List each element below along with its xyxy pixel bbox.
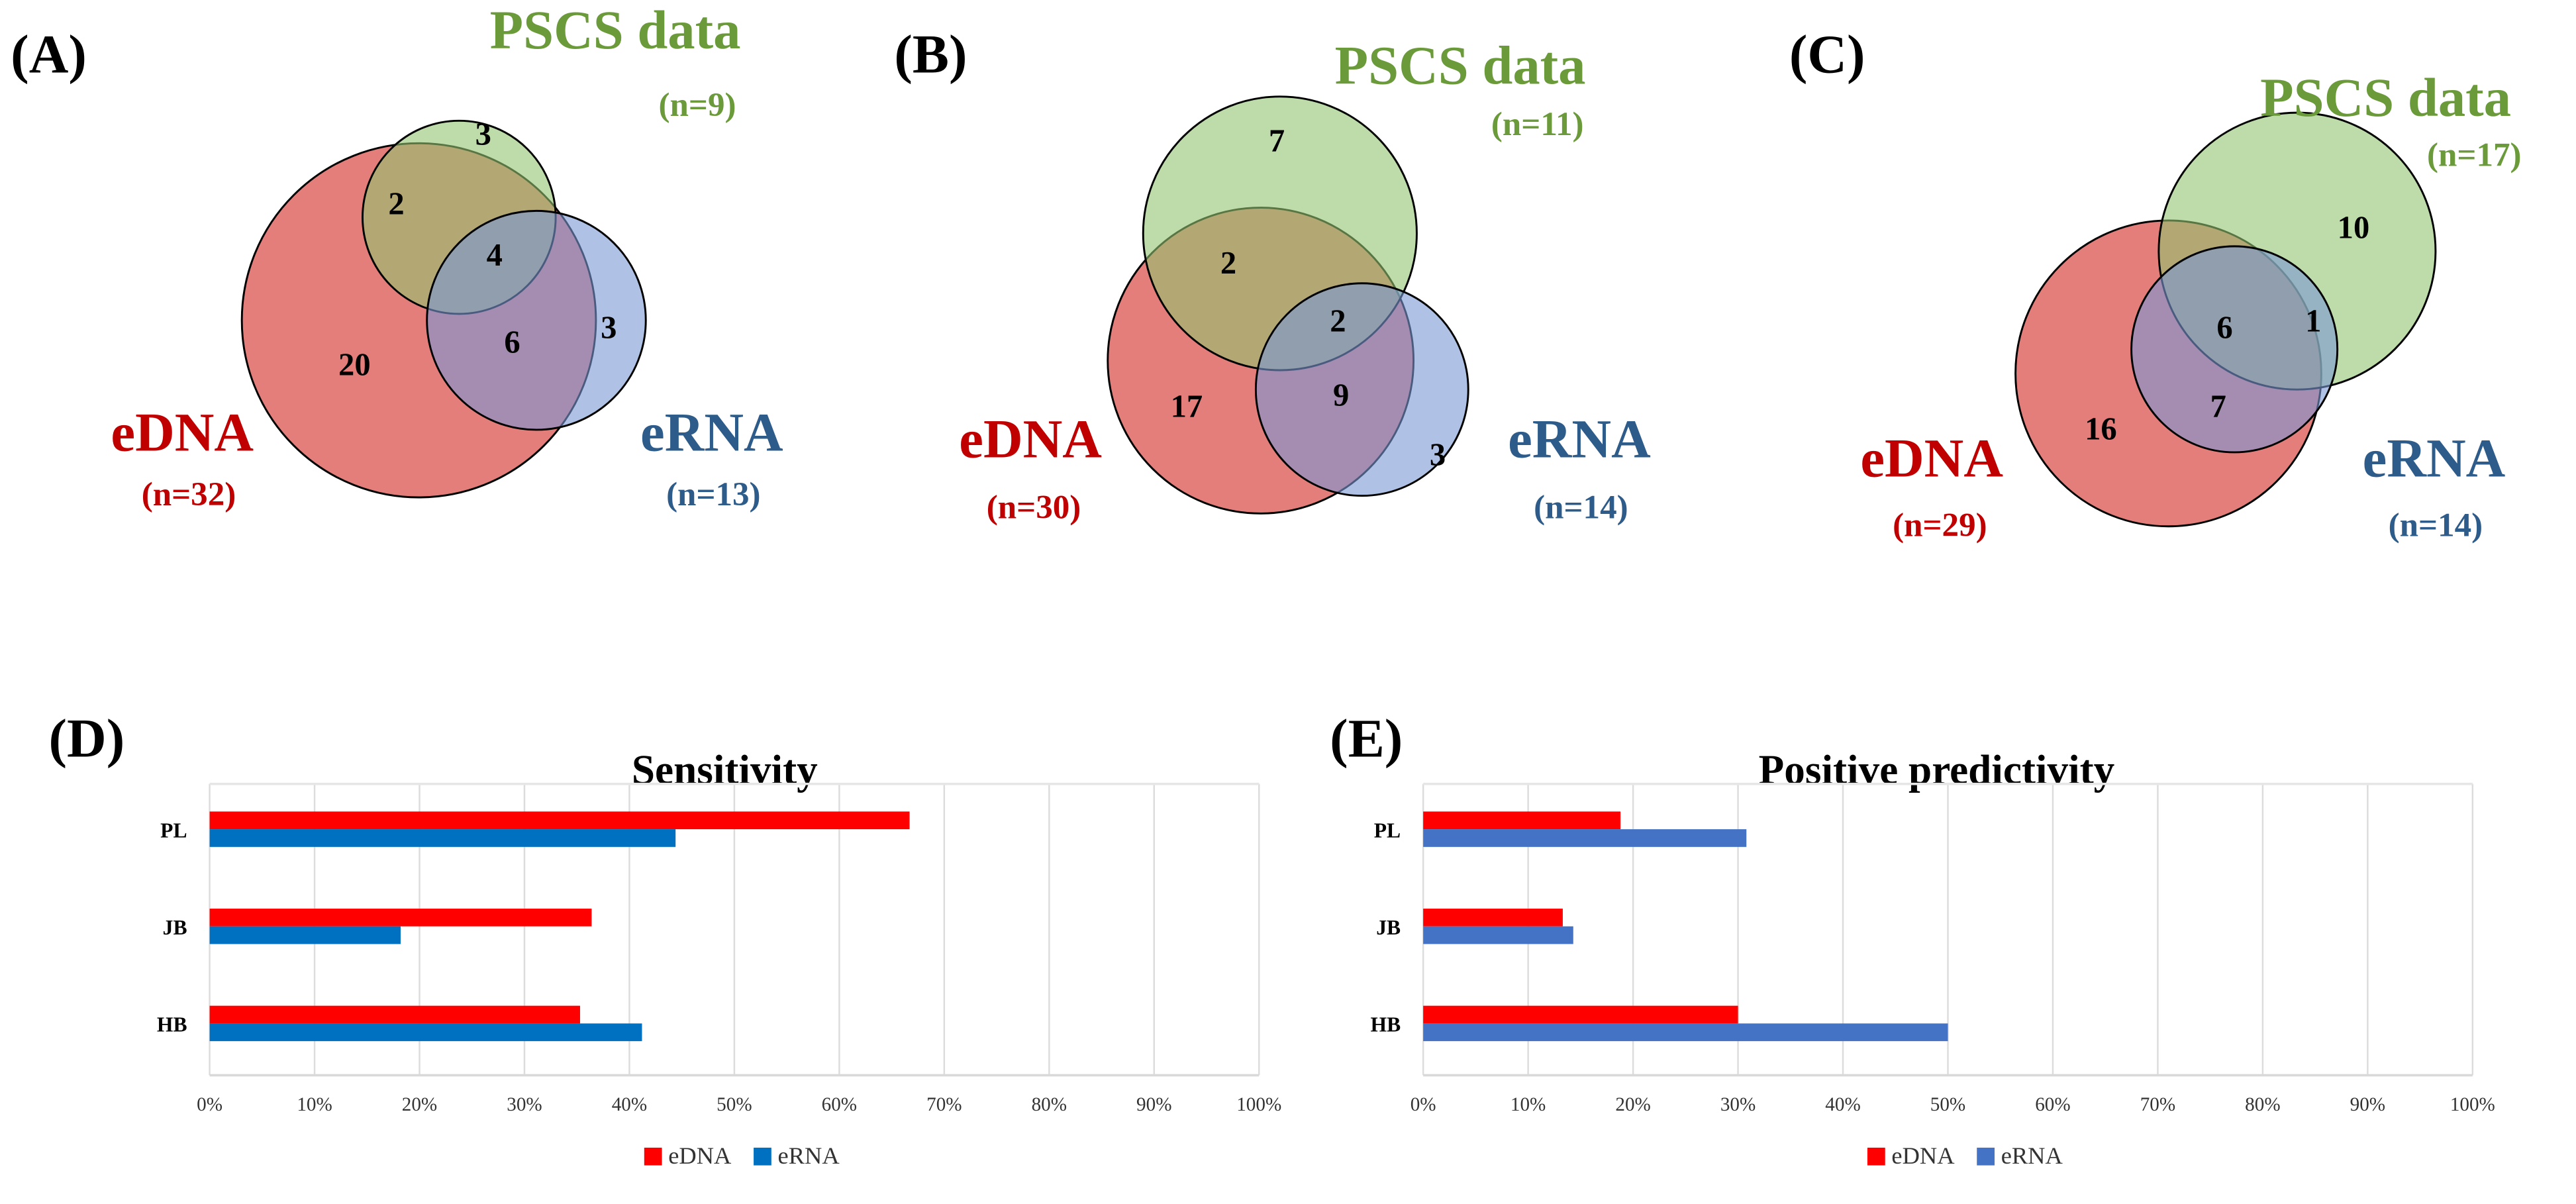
y-tick-label: HB xyxy=(1371,1013,1401,1036)
venn-label-edna: eDNA xyxy=(959,408,1102,469)
venn-count-pscs-only: 10 xyxy=(2338,210,2370,246)
venn-count-all: 4 xyxy=(487,237,503,273)
bar-erna-jb xyxy=(1423,926,1573,944)
panel-label: (E) xyxy=(1330,707,1403,768)
venn-count-all: 6 xyxy=(2216,309,2232,345)
x-tick-label: 60% xyxy=(2035,1094,2070,1115)
venn-count-pscs-only: 7 xyxy=(1269,123,1285,158)
venn-count-edna-erna: 6 xyxy=(504,324,520,360)
venn-diagram-a: (A) 3 2 4 20 6 3 PSCS data (n=9) eDNA (n=32) eRNA (n… xyxy=(11,0,783,513)
venn-label-erna: eRNA xyxy=(640,402,783,463)
venn-count-edna-only: 16 xyxy=(2085,411,2117,447)
bar-erna-jb xyxy=(209,926,401,944)
x-tick-label: 100% xyxy=(1236,1094,1281,1115)
venn-count-label-edna: (n=29) xyxy=(1893,507,1987,544)
x-tick-label: 80% xyxy=(2245,1094,2280,1115)
bar-edna-jb xyxy=(1423,909,1563,927)
venn-label-edna: eDNA xyxy=(111,402,254,463)
x-tick-label: 50% xyxy=(1930,1094,1965,1115)
venn-label-pscs: PSCS data xyxy=(490,0,741,60)
legend-swatch-edna xyxy=(1867,1147,1885,1166)
venn-count-label-erna: (n=14) xyxy=(1534,489,1628,527)
venn-circle-erna xyxy=(2130,245,2339,454)
venn-circle-erna xyxy=(426,209,647,431)
venn-diagram-c: (C) 10 6 1 16 7 PSCS data (n=17) eDNA (n=29) eRNA (… xyxy=(1789,23,2522,544)
bar-edna-pl xyxy=(1423,811,1621,830)
venn-count-pscs-only: 3 xyxy=(475,117,491,152)
bar-erna-hb xyxy=(209,1023,642,1042)
venn-count-all: 2 xyxy=(1330,303,1346,339)
bar-erna-pl xyxy=(209,829,676,847)
y-tick-label: HB xyxy=(157,1013,187,1036)
legend-label-erna: eRNA xyxy=(778,1142,840,1169)
x-tick-label: 20% xyxy=(402,1094,437,1115)
venn-label-pscs: PSCS data xyxy=(1335,34,1586,95)
venn-count-pscs-edna: 2 xyxy=(388,185,404,221)
bar-edna-hb xyxy=(1423,1005,1738,1024)
legend-swatch-erna xyxy=(754,1147,771,1166)
bar-edna-jb xyxy=(209,909,592,927)
y-tick-label: PL xyxy=(160,819,187,842)
chart-title: Sensitivity xyxy=(632,747,818,793)
bar-edna-hb xyxy=(209,1005,580,1024)
venn-count-label-edna: (n=30) xyxy=(987,489,1081,527)
x-tick-label: 50% xyxy=(717,1094,752,1115)
panel-label: (D) xyxy=(49,707,125,768)
x-tick-label: 90% xyxy=(1136,1094,1171,1115)
x-tick-label: 30% xyxy=(1720,1094,1756,1115)
panel-label: (C) xyxy=(1789,23,1865,84)
venn-count-pscs-erna: 1 xyxy=(2305,303,2321,339)
x-tick-label: 70% xyxy=(926,1094,962,1115)
venn-count-edna-only: 17 xyxy=(1171,388,1203,424)
legend-swatch-erna xyxy=(1977,1147,1995,1166)
x-tick-label: 10% xyxy=(1511,1094,1546,1115)
venn-count-label-pscs: (n=9) xyxy=(659,87,736,124)
x-tick-label: 30% xyxy=(507,1094,542,1115)
legend-label-erna: eRNA xyxy=(2001,1142,2063,1169)
x-tick-label: 70% xyxy=(2140,1094,2175,1115)
venn-label-erna: eRNA xyxy=(2363,427,2506,488)
venn-label-erna: eRNA xyxy=(1508,408,1651,469)
venn-count-label-edna: (n=32) xyxy=(142,476,236,513)
x-tick-label: 90% xyxy=(2350,1094,2385,1115)
venn-count-edna-only: 20 xyxy=(338,346,371,382)
x-tick-label: 0% xyxy=(1411,1094,1436,1115)
bar-chart-e: (E) Positive predictivity 0% 10% 20% 30% 40% 50… xyxy=(1330,707,2495,1169)
venn-circle-erna xyxy=(1254,282,1469,497)
venn-count-label-pscs: (n=17) xyxy=(2427,136,2521,174)
venn-count-edna-erna: 7 xyxy=(2210,388,2226,424)
venn-count-erna-only: 3 xyxy=(601,309,617,345)
venn-count-edna-erna: 9 xyxy=(1333,377,1349,413)
venn-label-pscs: PSCS data xyxy=(2260,67,2511,128)
chart-title: Positive predictivity xyxy=(1759,747,2115,793)
x-tick-label: 20% xyxy=(1615,1094,1650,1115)
panel-label: (B) xyxy=(894,23,967,84)
y-tick-label: JB xyxy=(1376,916,1401,939)
bar-erna-hb xyxy=(1423,1023,1948,1042)
x-tick-label: 80% xyxy=(1032,1094,1067,1115)
venn-count-label-pscs: (n=11) xyxy=(1491,106,1584,143)
x-tick-label: 40% xyxy=(1825,1094,1860,1115)
bar-erna-pl xyxy=(1423,829,1747,847)
x-tick-label: 40% xyxy=(612,1094,647,1115)
venn-count-erna-only: 3 xyxy=(1430,436,1446,472)
x-tick-label: 0% xyxy=(197,1094,223,1115)
legend-label-edna: eDNA xyxy=(1891,1142,1955,1169)
venn-count-label-erna: (n=13) xyxy=(666,476,760,513)
bar-edna-pl xyxy=(209,811,910,830)
venn-diagram-b: (B) 7 2 2 17 9 3 PSCS data (n=11) eDNA (n=30) eRNA (… xyxy=(894,23,1651,526)
legend-swatch-edna xyxy=(644,1147,662,1166)
y-tick-label: PL xyxy=(1374,819,1401,842)
panel-label: (A) xyxy=(11,23,87,84)
x-tick-label: 60% xyxy=(822,1094,857,1115)
x-tick-label: 100% xyxy=(2450,1094,2495,1115)
venn-count-label-erna: (n=14) xyxy=(2389,507,2483,544)
venn-label-edna: eDNA xyxy=(1860,427,2003,488)
y-tick-label: JB xyxy=(163,916,187,939)
bar-chart-d: (D) Sensitivity 0% 10% 20% 30% 40% 50% 60% 70% 80%… xyxy=(49,707,1282,1169)
legend-label-edna: eDNA xyxy=(668,1142,732,1169)
x-tick-label: 10% xyxy=(297,1094,332,1115)
venn-count-pscs-edna: 2 xyxy=(1220,245,1236,281)
